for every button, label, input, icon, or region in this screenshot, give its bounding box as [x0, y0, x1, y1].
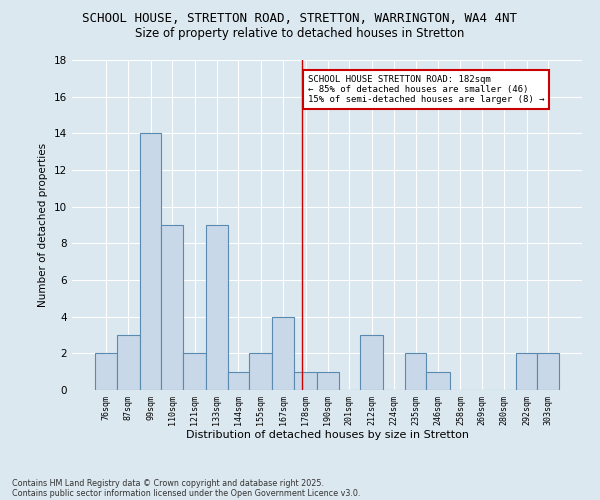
Bar — [272, 316, 294, 390]
Bar — [427, 372, 450, 390]
Bar — [183, 354, 206, 390]
Bar — [538, 354, 559, 390]
Bar — [116, 335, 140, 390]
Bar — [317, 372, 338, 390]
Bar — [294, 372, 317, 390]
Bar — [161, 225, 183, 390]
Y-axis label: Number of detached properties: Number of detached properties — [38, 143, 49, 307]
Text: SCHOOL HOUSE, STRETTON ROAD, STRETTON, WARRINGTON, WA4 4NT: SCHOOL HOUSE, STRETTON ROAD, STRETTON, W… — [83, 12, 517, 26]
Bar — [140, 134, 161, 390]
Text: Size of property relative to detached houses in Stretton: Size of property relative to detached ho… — [136, 28, 464, 40]
Bar — [405, 354, 427, 390]
Bar — [206, 225, 227, 390]
Text: SCHOOL HOUSE STRETTON ROAD: 182sqm
← 85% of detached houses are smaller (46)
15%: SCHOOL HOUSE STRETTON ROAD: 182sqm ← 85%… — [308, 74, 544, 104]
Bar — [516, 354, 538, 390]
Text: Contains public sector information licensed under the Open Government Licence v3: Contains public sector information licen… — [12, 488, 361, 498]
Bar — [249, 354, 272, 390]
Text: Contains HM Land Registry data © Crown copyright and database right 2025.: Contains HM Land Registry data © Crown c… — [12, 478, 324, 488]
Bar — [360, 335, 383, 390]
X-axis label: Distribution of detached houses by size in Stretton: Distribution of detached houses by size … — [185, 430, 469, 440]
Bar — [95, 354, 116, 390]
Bar — [227, 372, 249, 390]
